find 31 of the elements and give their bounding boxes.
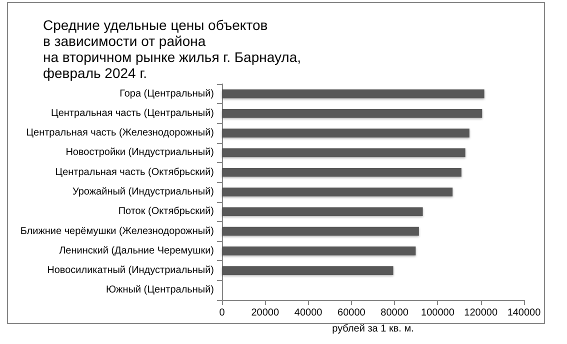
bar: [222, 128, 470, 138]
bar: [222, 148, 466, 158]
y-tick-label: Урожайный (Индустриальный): [72, 186, 214, 198]
bar: [222, 226, 419, 236]
y-tick-label: Центральная часть (Железнодорожный): [26, 128, 214, 139]
x-tick-label: 100000: [421, 308, 455, 318]
y-tick-label: Центральная часть (Октябрьский): [55, 166, 214, 178]
y-tick-label: Ближние черёмушки (Железнодорожный): [20, 226, 214, 237]
x-tick-label: 60000: [338, 308, 366, 318]
x-tick-label: 140000: [507, 308, 542, 318]
chart-title: Средние удельные цены объектов в зависимости от района на вторичном рынке жилья г. Барнаула, февраль 2024 г.: [43, 17, 302, 81]
y-tick-label: Ленинский (Дальние Черемушки): [59, 245, 214, 256]
y-tick-label: Южный (Центральный): [106, 284, 214, 296]
y-tick-label: Центральная часть (Центральный): [50, 108, 214, 119]
bar: [222, 266, 394, 275]
x-tick-label: 80000: [380, 308, 409, 318]
bar: [222, 89, 484, 98]
x-tick-label: 0: [219, 308, 226, 318]
bar: [222, 109, 482, 118]
y-tick-label: Гора (Центральный): [120, 88, 214, 100]
y-tick-label: Поток (Октябрьский): [118, 206, 214, 218]
x-tick-label: 20000: [251, 308, 280, 318]
x-tick-label: 40000: [294, 308, 323, 318]
x-tick-label: 120000: [464, 308, 498, 318]
y-tick-label: Новостройки (Индустриальный): [66, 147, 214, 158]
bar: [222, 188, 453, 196]
y-tick-label: Новосиликатный (Индустриальный): [47, 265, 214, 276]
x-axis-title: рублей за 1 кв. м.: [332, 324, 414, 334]
bar: [222, 207, 423, 216]
bar: [222, 168, 462, 177]
bar: [222, 246, 416, 256]
